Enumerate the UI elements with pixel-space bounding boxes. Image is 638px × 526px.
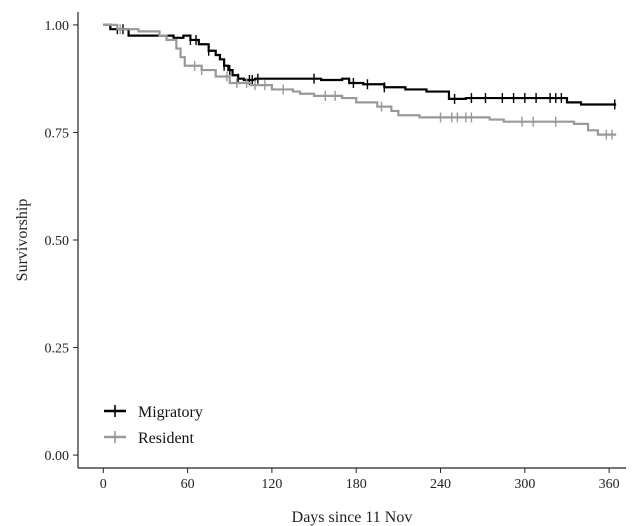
ticks: 0 60 120 180 240 300 360 0.00 0.25 0.50 0.75 1.00 — [45, 19, 620, 492]
series-line — [103, 23, 617, 136]
y-tick-label: 1.00 — [45, 19, 70, 34]
y-tick-label: 0.75 — [45, 126, 70, 141]
x-tick-label: 240 — [430, 477, 451, 492]
legend-label: Migratory — [138, 404, 203, 421]
y-tick-label: 0.25 — [45, 342, 70, 357]
x-tick-label: 0 — [100, 477, 107, 492]
y-tick-label: 0.50 — [45, 234, 70, 249]
x-tick-label: 60 — [181, 477, 195, 492]
y-tick-label: 0.00 — [45, 449, 70, 464]
y-axis-title: Survivorship — [14, 199, 31, 282]
legend-item-migratory: Migratory — [104, 404, 203, 421]
legend-item-resident: Resident — [104, 430, 195, 447]
series-line — [103, 23, 617, 106]
series-migratory — [103, 23, 617, 110]
x-tick-label: 180 — [346, 477, 367, 492]
series-resident — [103, 23, 617, 140]
legend-label: Resident — [138, 430, 195, 447]
x-axis-title: Days since 11 Nov — [292, 509, 413, 526]
x-tick-label: 120 — [261, 477, 282, 492]
x-tick-label: 360 — [599, 477, 620, 492]
legend: Migratory Resident — [104, 404, 203, 447]
axes — [77, 12, 626, 469]
x-tick-label: 300 — [514, 477, 535, 492]
plot-lines — [103, 23, 617, 140]
